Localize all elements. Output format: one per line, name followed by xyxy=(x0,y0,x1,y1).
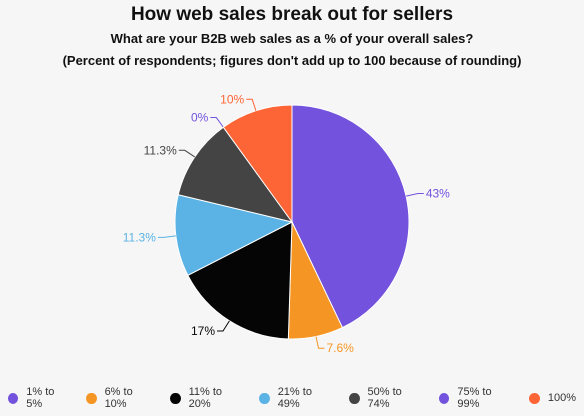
pie-slice[interactable] xyxy=(222,104,293,224)
legend-label: 1% to 5% xyxy=(26,386,55,410)
leader-line xyxy=(178,149,196,158)
legend-label: 100% xyxy=(547,392,577,404)
legend-swatch xyxy=(439,392,450,404)
legend-label: 6% to 10% xyxy=(104,386,133,410)
data-label: 17% xyxy=(191,324,215,338)
legend: 1% to 5% 6% to 10% 11% to 20% 21% to 49%… xyxy=(0,386,584,410)
pie-slice[interactable] xyxy=(291,104,410,329)
data-label: 11.3% xyxy=(144,143,177,157)
data-label: 0% xyxy=(191,111,209,125)
legend-swatch xyxy=(259,392,270,404)
data-label: 10% xyxy=(220,92,244,106)
legend-item[interactable]: 6% to 10% xyxy=(86,386,154,410)
legend-swatch xyxy=(170,392,181,404)
legend-item[interactable]: 1% to 5% xyxy=(7,386,70,410)
legend-swatch xyxy=(7,392,19,404)
leader-line xyxy=(315,336,325,349)
legend-item[interactable]: 50% to 74% xyxy=(349,386,423,410)
leader-line xyxy=(217,320,230,332)
legend-item[interactable]: 21% to 49% xyxy=(259,386,333,410)
leader-line xyxy=(157,235,176,238)
legend-swatch xyxy=(528,392,540,404)
legend-label: 11% to 20% xyxy=(188,386,223,410)
data-label: 43% xyxy=(426,187,450,201)
legend-label: 21% to 49% xyxy=(277,386,312,410)
leader-line xyxy=(406,193,424,197)
leader-line xyxy=(210,117,224,128)
legend-item[interactable]: 75% to 99% xyxy=(439,386,513,410)
legend-swatch xyxy=(349,392,360,404)
data-label: 7.6% xyxy=(327,341,355,355)
chart-title: How web sales break out for sellers xyxy=(130,4,454,25)
legend-item[interactable]: 11% to 20% xyxy=(170,386,243,410)
data-label: 11.3% xyxy=(123,230,156,244)
leader-line xyxy=(246,98,257,111)
pie-slice[interactable] xyxy=(177,126,294,223)
chart-subtitle: What are your B2B web sales as a % of yo… xyxy=(110,31,474,46)
legend-label: 50% to 74% xyxy=(367,386,402,410)
chart-note: (Percent of respondents; figures don't a… xyxy=(62,53,522,68)
legend-label: 75% to 99% xyxy=(457,386,492,410)
legend-item[interactable]: 100% xyxy=(528,392,577,404)
legend-swatch xyxy=(86,392,97,404)
